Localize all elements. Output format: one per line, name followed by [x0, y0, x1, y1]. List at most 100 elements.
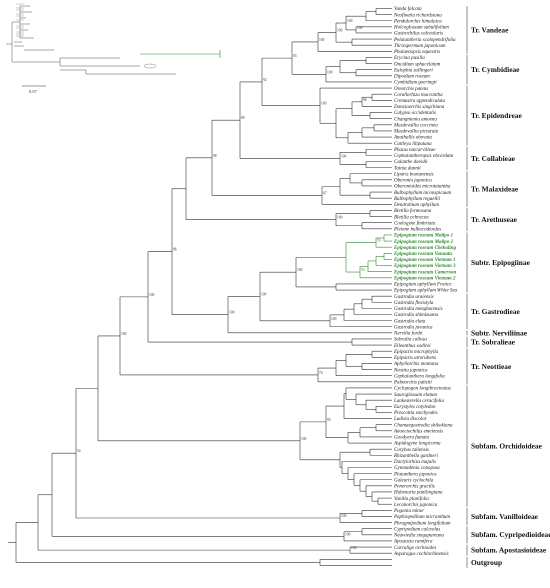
bootstrap-label: 100 — [341, 514, 347, 518]
bootstrap-label: 100 — [345, 532, 351, 536]
bootstrap-label: 100 — [301, 437, 307, 441]
taxon-label: Cypripedium calceolus — [394, 527, 440, 532]
bootstrap-label: 100 — [149, 293, 155, 297]
taxon-label: Cephalantheropsis obcordata — [394, 154, 454, 159]
bootstrap-label: 86 — [173, 248, 177, 252]
clade-brackets: Tr. Vandeae Tr. Cymbidieae Tr. Epidendreae… — [466, 6, 550, 568]
taxon-label: Vanda falcata — [394, 7, 422, 12]
taxon-label: Cyclopogon longibracteatus — [394, 387, 451, 392]
taxon-label: Rhizanthella gardneri — [393, 454, 438, 459]
taxon-label: Paphiopedilum micranthum — [393, 515, 450, 520]
taxon-label: Epipactis microphylla — [393, 350, 439, 355]
taxon-label: Goodyera fumata — [394, 436, 430, 441]
taxon-label: Anathallis obovata — [393, 136, 432, 141]
taxon-label: Phragmipedium longifolium — [393, 521, 451, 526]
taxon-label: Corallorhiza macrantha — [394, 93, 443, 98]
taxon-label: Galearis cyclochila — [394, 478, 434, 483]
bootstrap-label: 65 — [293, 54, 297, 58]
taxon-label: Epipogium roseum Chebaling — [393, 246, 456, 251]
taxon-label: Palmorchis pubsiti — [393, 381, 432, 386]
bootstrap-label: 100 — [327, 70, 333, 74]
taxon-label: Epipactis atrorubens — [393, 356, 436, 361]
taxon-label: Bulbophyllum inconspicuum — [394, 191, 451, 196]
scale-label: 0.07 — [29, 89, 38, 94]
taxon-label: Gastrodia elata — [394, 319, 426, 324]
taxon-label: Bletilla formosana — [394, 209, 432, 214]
clade-label: Tr. Epidendreae — [471, 111, 523, 120]
bootstrap-label: 100 — [347, 19, 353, 23]
taxon-label: Epipogium roseum Vietnam 3 — [393, 264, 456, 269]
taxon-label: Calanthe davidii — [394, 160, 428, 165]
taxon-label: Cymbidium goeringii — [394, 81, 437, 86]
bootstrap-label: 100 — [121, 332, 127, 336]
taxon-label: Gymnadenia conopsea — [394, 466, 440, 471]
taxon-label: Cremastra appendiculata — [394, 99, 446, 104]
bootstrap-label: 92 — [263, 78, 267, 82]
taxon-label: Calypso occidentalis — [394, 111, 436, 116]
bootstrap-label: 100 — [331, 317, 337, 321]
clade-label: Outgroup — [471, 558, 502, 567]
taxon-label: Oncidium sphacelatum — [394, 62, 441, 67]
taxon-label: Chamaegastrodia shikokiana — [394, 423, 453, 428]
taxon-label: Apostasia ramifera — [393, 540, 433, 545]
clade-label: Tr. Cymbidieae — [471, 65, 520, 74]
bootstrap-label: 100 — [337, 216, 343, 220]
clade-label: Tr. Vandeae — [471, 25, 509, 34]
taxon-label: Pleione bulbocodioides — [393, 228, 441, 233]
bootstrap-label: 100 — [297, 268, 303, 272]
taxon-label: Dendrobium aphyllum — [393, 203, 439, 208]
bootstrap-label: 54 — [77, 449, 81, 453]
taxon-label: Lankesterella ceracifolia — [393, 399, 444, 404]
taxon-label: Thrixspermum japonicum — [394, 44, 446, 49]
taxon-label: Phaius tancarvilleae — [393, 148, 436, 153]
taxon-label: Asparagus cochinchinensis — [393, 552, 449, 557]
bootstrap-label: 100 — [229, 311, 235, 315]
bootstrap-label: 100 — [261, 292, 267, 296]
clade-label: Tr. Sobralieae — [471, 337, 516, 346]
inset-collapsed-clade — [143, 63, 157, 69]
taxon-label: Oberonioides microtatantha — [394, 185, 451, 190]
taxon-label: Bulbophyllum reguellii — [394, 197, 441, 202]
taxon-label: Neuwiedia singapureana — [393, 534, 444, 539]
taxon-label: Holcoglossum subulifolium — [393, 26, 449, 31]
taxon-label: Gastrochilus calceolaris — [394, 32, 443, 37]
bootstrap-label: 93 — [361, 268, 365, 272]
clade-label: Subtr. Epipogiinae — [471, 258, 531, 267]
taxon-label: Oberonia japonica — [394, 179, 432, 184]
taxon-label: Nervilia fordii — [393, 332, 423, 337]
taxon-label: Gastrodia menghaiensis — [394, 307, 443, 312]
taxon-label: Epipogium roseum Malipo 1 — [393, 234, 453, 239]
taxon-label: Coelogyne fimbriata — [394, 221, 436, 226]
taxon-label: Oreorchis patens — [394, 87, 428, 92]
taxon-label: Elleanthus sodiroi — [393, 344, 431, 349]
bootstrap-label: 100 — [319, 38, 325, 42]
taxon-label: Pelatantheria scolopendrifolia — [393, 38, 456, 43]
taxon-label: Habenaria pantlingiana — [393, 491, 443, 496]
taxon-label: Gastrodia shimizuana — [394, 313, 439, 318]
taxon-label: Eulophia zollingeri — [393, 68, 433, 73]
bootstrap-label: 98 — [213, 154, 217, 158]
tree-overview-inset — [6, 3, 221, 75]
bootstrap-label: 100 — [357, 26, 363, 30]
taxon-label: Bletilla ochracea — [394, 215, 429, 220]
bootstrap-label: 74 — [319, 371, 323, 375]
clade-label: Tr. Malaxideae — [471, 184, 519, 193]
taxon-label: Changnienia amoena — [394, 117, 437, 122]
taxon-label: Epipogium roseum Cameroon — [393, 270, 456, 275]
clade-label: Subfam. Apostasioideae — [471, 546, 547, 555]
clade-label: Subfam. Vanilloideae — [471, 512, 539, 521]
taxon-label: Vanilla planifolia — [394, 497, 429, 502]
taxon-label: Phalaenopsis equestris — [393, 50, 440, 55]
taxon-label: Anoectochilus emeiensis — [393, 429, 443, 434]
tree-branches — [8, 8, 392, 566]
taxon-label: Lecanorchis japonica — [393, 503, 438, 508]
taxon-label: Cephalanthera longifolia — [394, 374, 445, 379]
bootstrap-values: 100 100 100 100 100 65 96 100 92 100 89 97 98 100 99 93… — [77, 19, 381, 550]
clade-label: Subfam. Orchidoideae — [471, 441, 543, 450]
clade-label: Tr. Arethuseae — [471, 215, 518, 224]
taxon-label: Gastrodia uraiensis — [394, 295, 434, 300]
taxon-label: Epipogium aphyllum White Sea — [393, 289, 458, 294]
taxon-label: Epipogium roseum Vanuatu — [393, 252, 452, 257]
taxon-label: Aphyllorchis montana — [393, 362, 439, 367]
